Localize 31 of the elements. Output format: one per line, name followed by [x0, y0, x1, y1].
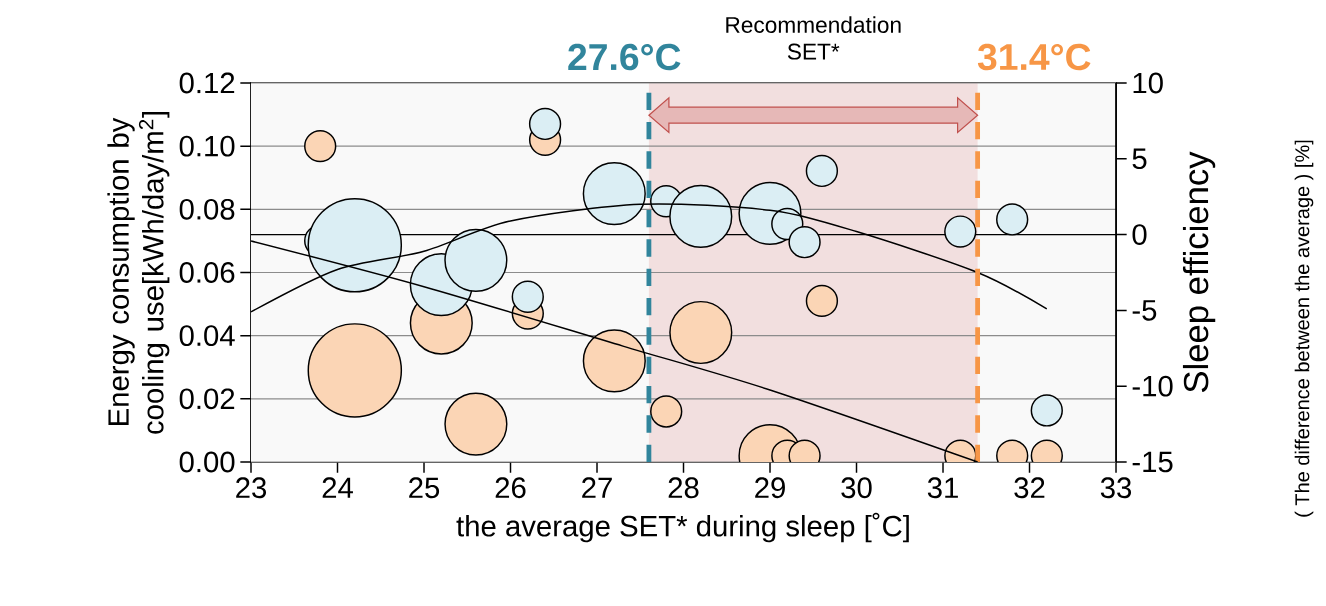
x-tick-label: 31	[927, 477, 958, 499]
y-tick-label: 0.02	[179, 388, 235, 410]
band-label: Recommendation SET*	[726, 16, 901, 60]
y-tick-label: 0.10	[179, 135, 235, 157]
x-tick-label: 24	[322, 477, 353, 498]
x-tick-label: 29	[755, 477, 785, 499]
y-tick-label: 0.12	[179, 72, 235, 94]
x-tick-label: 27	[582, 477, 612, 498]
x-tick-label: 28	[668, 477, 699, 499]
x-axis-title: the average SET* during sleep [˚C]	[456, 512, 909, 543]
y-tick-label: 0.08	[179, 198, 235, 220]
y2-tick-label: 0	[1132, 224, 1147, 245]
y2-tick-label: -15	[1132, 451, 1173, 473]
ref-line-label: 31.4°C	[977, 43, 1091, 71]
x-tick-label: 26	[495, 477, 526, 499]
y-axis-title: Energy consumption by cooling use[kWh/day/m$^{2}$]	[107, 112, 170, 434]
x-tick-label: 30	[841, 477, 872, 499]
y-tick-label: 0.06	[179, 262, 235, 283]
y-tick-label: 0.04	[179, 325, 235, 347]
x-tick-label: 33	[1100, 477, 1132, 499]
y2-tick-label: 10	[1133, 72, 1163, 94]
y-tick-label: 0.00	[179, 451, 235, 473]
y2-tick-label: -5	[1132, 300, 1157, 321]
x-tick-label: 25	[409, 477, 440, 499]
y2-tick-label: -10	[1132, 375, 1173, 397]
ref-line-label: 27.6°C	[568, 43, 681, 71]
y2-tick-label: 5	[1132, 148, 1147, 170]
x-tick-label: 23	[236, 477, 267, 499]
x-tick-label: 32	[1014, 477, 1045, 499]
text: ( The difference between the average ) [%]	[1294, 140, 1314, 517]
y2-axis-title: Sleep efficiency	[1182, 151, 1216, 393]
